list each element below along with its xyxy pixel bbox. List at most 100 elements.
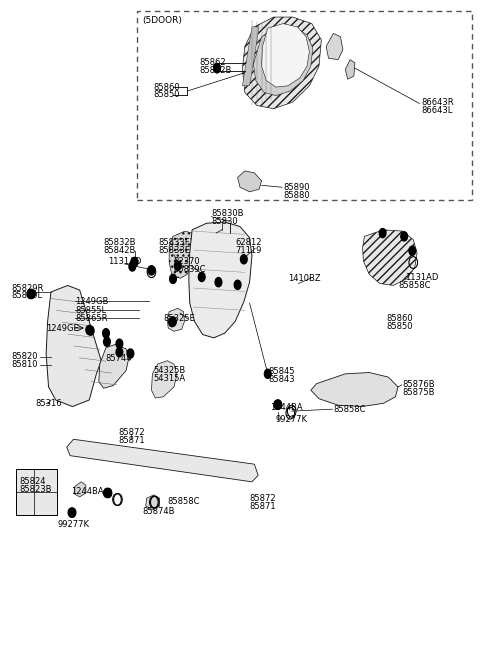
Text: 85860: 85860 bbox=[386, 314, 413, 323]
Text: 86643R: 86643R bbox=[422, 98, 455, 107]
Text: 85820: 85820 bbox=[11, 352, 38, 361]
Text: 85850: 85850 bbox=[154, 91, 180, 100]
Circle shape bbox=[87, 326, 94, 335]
Text: 85829R: 85829R bbox=[11, 283, 44, 293]
Circle shape bbox=[379, 228, 386, 237]
Polygon shape bbox=[169, 231, 194, 278]
Circle shape bbox=[127, 349, 134, 358]
Text: 1249GB: 1249GB bbox=[75, 297, 108, 306]
Circle shape bbox=[148, 266, 155, 275]
Polygon shape bbox=[242, 27, 259, 86]
Polygon shape bbox=[67, 440, 258, 482]
Circle shape bbox=[168, 318, 175, 327]
Text: 85810: 85810 bbox=[11, 360, 38, 369]
Text: 85744: 85744 bbox=[105, 354, 132, 363]
Text: 85819L: 85819L bbox=[11, 291, 42, 300]
Polygon shape bbox=[262, 24, 310, 87]
Text: 85858C: 85858C bbox=[398, 281, 431, 290]
Circle shape bbox=[274, 400, 281, 409]
Bar bbox=[16, 469, 57, 514]
Polygon shape bbox=[46, 285, 101, 407]
Text: 62812: 62812 bbox=[235, 238, 262, 247]
Text: 85316: 85316 bbox=[35, 399, 62, 408]
Circle shape bbox=[234, 280, 241, 289]
Circle shape bbox=[69, 508, 76, 517]
Text: 99277K: 99277K bbox=[276, 415, 308, 424]
Circle shape bbox=[105, 488, 112, 497]
Text: 85876B: 85876B bbox=[403, 380, 435, 390]
Text: 85860: 85860 bbox=[154, 83, 180, 92]
Text: 85880: 85880 bbox=[283, 191, 310, 199]
Circle shape bbox=[401, 232, 408, 241]
Polygon shape bbox=[362, 230, 417, 285]
Polygon shape bbox=[192, 231, 211, 276]
Text: 82370: 82370 bbox=[173, 257, 200, 266]
Text: 71119: 71119 bbox=[235, 246, 262, 255]
Text: 85871: 85871 bbox=[118, 436, 144, 445]
Text: 85845: 85845 bbox=[269, 367, 295, 377]
Polygon shape bbox=[253, 28, 313, 96]
Circle shape bbox=[169, 274, 176, 283]
Text: 85833E: 85833E bbox=[158, 246, 191, 255]
Text: 99277K: 99277K bbox=[57, 520, 89, 529]
Text: 85833F: 85833F bbox=[158, 238, 190, 247]
Text: 85872: 85872 bbox=[250, 494, 276, 502]
Text: 85865R: 85865R bbox=[75, 314, 108, 323]
Circle shape bbox=[198, 272, 205, 281]
Text: 85839C: 85839C bbox=[173, 265, 205, 274]
Circle shape bbox=[116, 339, 123, 348]
Circle shape bbox=[68, 508, 75, 517]
Text: 85890: 85890 bbox=[283, 183, 310, 192]
Text: 85830: 85830 bbox=[211, 216, 238, 226]
Circle shape bbox=[214, 64, 220, 73]
Circle shape bbox=[214, 64, 220, 73]
Circle shape bbox=[116, 348, 123, 357]
Circle shape bbox=[275, 400, 282, 409]
Text: 1131AD: 1131AD bbox=[405, 273, 439, 282]
Text: 85855L: 85855L bbox=[75, 306, 106, 315]
Polygon shape bbox=[167, 308, 184, 331]
Text: 85874B: 85874B bbox=[142, 507, 174, 516]
Text: 85842B: 85842B bbox=[104, 246, 136, 255]
Bar bbox=[137, 10, 472, 200]
Text: 85858C: 85858C bbox=[167, 497, 200, 506]
Polygon shape bbox=[99, 344, 129, 388]
Text: 85823B: 85823B bbox=[19, 485, 51, 494]
Circle shape bbox=[104, 337, 110, 346]
Text: 85862: 85862 bbox=[199, 58, 226, 68]
Polygon shape bbox=[74, 482, 86, 497]
Text: 86643L: 86643L bbox=[422, 106, 453, 115]
Polygon shape bbox=[326, 33, 343, 60]
Text: 85832B: 85832B bbox=[104, 238, 136, 247]
Circle shape bbox=[129, 262, 136, 271]
Polygon shape bbox=[146, 495, 159, 510]
Circle shape bbox=[132, 257, 138, 266]
Polygon shape bbox=[345, 60, 355, 79]
Text: 85824: 85824 bbox=[19, 478, 46, 486]
Text: 1131AD: 1131AD bbox=[108, 257, 142, 266]
Circle shape bbox=[86, 325, 93, 335]
Circle shape bbox=[104, 488, 110, 497]
Text: 54325B: 54325B bbox=[153, 366, 185, 375]
Text: 1410BZ: 1410BZ bbox=[288, 274, 321, 283]
Text: 85325E: 85325E bbox=[163, 314, 195, 323]
Text: 85875B: 85875B bbox=[403, 388, 435, 398]
Text: 1244BA: 1244BA bbox=[72, 487, 104, 496]
Text: 85858C: 85858C bbox=[333, 405, 366, 414]
Circle shape bbox=[27, 289, 34, 298]
Polygon shape bbox=[152, 361, 177, 398]
Circle shape bbox=[103, 329, 109, 338]
Text: 85843: 85843 bbox=[269, 375, 295, 384]
Polygon shape bbox=[189, 222, 252, 338]
Circle shape bbox=[409, 246, 416, 255]
Text: 1244BA: 1244BA bbox=[270, 403, 303, 413]
Circle shape bbox=[240, 255, 247, 264]
Circle shape bbox=[169, 317, 176, 326]
Polygon shape bbox=[238, 171, 262, 192]
Text: 85852B: 85852B bbox=[199, 66, 232, 75]
Circle shape bbox=[264, 369, 271, 379]
Circle shape bbox=[215, 277, 222, 287]
Text: (5DOOR): (5DOOR) bbox=[142, 16, 182, 25]
Text: 54315A: 54315A bbox=[153, 374, 185, 383]
Text: 85830B: 85830B bbox=[211, 209, 244, 218]
